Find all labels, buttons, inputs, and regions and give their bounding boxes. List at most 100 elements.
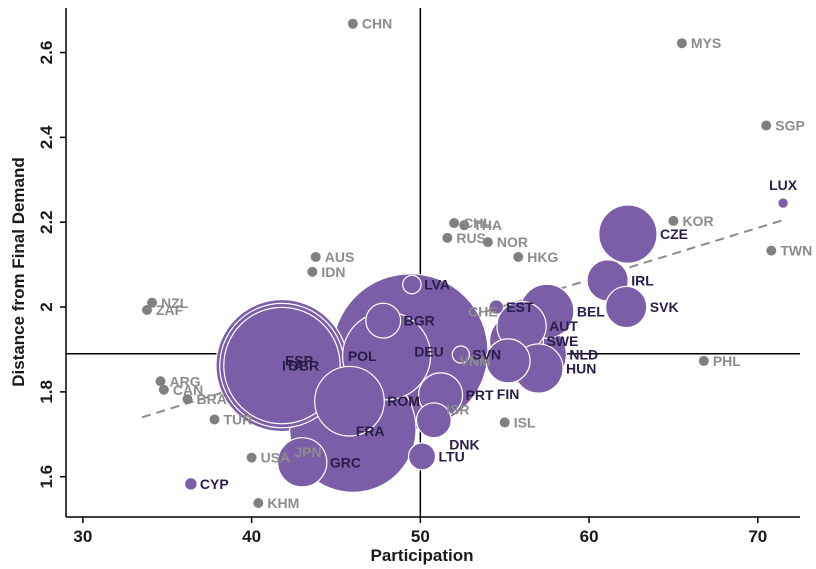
point-label-gbr: GBR bbox=[288, 358, 319, 374]
point-label-est: EST bbox=[506, 299, 534, 315]
point-label-phl: PHL bbox=[713, 353, 741, 369]
y-tick-label: 2.2 bbox=[37, 210, 56, 234]
point-nor bbox=[482, 237, 493, 248]
point-label-kor: KOR bbox=[682, 213, 713, 229]
point-label-vnm: VNM bbox=[460, 353, 491, 369]
point-label-twn: TWN bbox=[780, 243, 812, 259]
point-label-svn: SVN bbox=[472, 347, 501, 363]
point-label-jpn: JPN bbox=[294, 444, 321, 460]
point-twn bbox=[766, 245, 777, 256]
point-label-bgr: BGR bbox=[404, 313, 435, 329]
bubble-bgr bbox=[365, 302, 402, 339]
point-label-aut: AUT bbox=[549, 318, 578, 334]
bubble-svk bbox=[605, 285, 648, 329]
point-label-can: CAN bbox=[173, 382, 203, 398]
point-label-svk: SVK bbox=[650, 299, 679, 315]
x-tick-label: 30 bbox=[73, 527, 92, 546]
point-isl bbox=[499, 417, 510, 428]
ticks-group: 30 40 50 60 70 1.6 1.8 2 2.2 2.4 2.6 bbox=[37, 41, 767, 546]
plot-frame bbox=[65, 8, 800, 518]
point-chn bbox=[347, 18, 358, 29]
point-label-rom: ROM bbox=[387, 393, 420, 409]
point-label-sgp: SGP bbox=[775, 117, 805, 133]
bubble-cze bbox=[598, 204, 658, 264]
point-label-hun: HUN bbox=[566, 361, 596, 377]
y-axis-title: Distance from Final Demand bbox=[9, 157, 28, 387]
point-label-isl: ISL bbox=[514, 414, 536, 430]
bubble-esp bbox=[223, 306, 341, 425]
point-label-irl: IRL bbox=[631, 272, 654, 288]
point-label-bel: BEL bbox=[577, 303, 605, 319]
point-nzl bbox=[147, 297, 158, 308]
point-sgp bbox=[761, 120, 772, 131]
bubble-svn bbox=[451, 345, 470, 364]
point-can bbox=[158, 384, 169, 395]
point-label-chl: CHL bbox=[463, 215, 492, 231]
point-kor bbox=[668, 215, 679, 226]
point-phl bbox=[698, 355, 709, 366]
point-label-deu: DEU bbox=[414, 344, 444, 360]
point-label-idn: IDN bbox=[321, 264, 345, 280]
point-label-swe: SWE bbox=[546, 333, 578, 349]
point-label-ita: ITA bbox=[282, 358, 304, 374]
x-tick-label: 70 bbox=[748, 527, 767, 546]
point-chl bbox=[449, 218, 460, 229]
point-label-nor: NOR bbox=[497, 234, 528, 250]
point-label-esp: ESP bbox=[285, 353, 313, 369]
point-usa bbox=[246, 452, 257, 463]
bubble-fin bbox=[485, 338, 531, 384]
point-label-isr: ISR bbox=[446, 402, 469, 418]
point-label-dnk: DNK bbox=[449, 437, 479, 453]
x-tick-label: 60 bbox=[580, 527, 599, 546]
point-label-usa: USA bbox=[261, 450, 291, 466]
point-label-lva: LVA bbox=[424, 277, 450, 293]
point-label-zaf: ZAF bbox=[156, 302, 184, 318]
point-label-hkg: HKG bbox=[527, 249, 558, 265]
x-axis-title: Participation bbox=[371, 546, 474, 565]
y-tick-label: 2 bbox=[37, 302, 56, 311]
point-label-arg: ARG bbox=[169, 373, 200, 389]
point-label-tha: THA bbox=[473, 217, 502, 233]
point-label-grc: GRC bbox=[330, 454, 361, 470]
point-label-rus: RUS bbox=[456, 230, 486, 246]
point-label-khm: KHM bbox=[267, 495, 299, 511]
bubble-est bbox=[489, 299, 504, 315]
point-label-mys: MYS bbox=[691, 35, 721, 51]
point-label-bra: BRA bbox=[196, 391, 226, 407]
point-rus bbox=[442, 232, 453, 243]
point-label-lux: LUX bbox=[769, 177, 798, 193]
x-tick-label: 50 bbox=[411, 527, 430, 546]
point-label-nzl: NZL bbox=[161, 295, 189, 311]
point-label-nld: NLD bbox=[569, 347, 598, 363]
point-tur bbox=[209, 414, 220, 425]
y-tick-label: 1.8 bbox=[37, 380, 56, 404]
point-label-cyp: CYP bbox=[200, 476, 229, 492]
point-khm bbox=[253, 498, 264, 509]
point-mys bbox=[676, 38, 687, 49]
bubble-dnk bbox=[415, 402, 452, 439]
y-tick-label: 2.4 bbox=[37, 125, 56, 149]
bubble-ltu bbox=[407, 442, 437, 471]
point-aus bbox=[310, 251, 321, 262]
point-label-chn: CHN bbox=[362, 16, 392, 32]
markers-group bbox=[141, 18, 789, 509]
point-idn bbox=[307, 266, 318, 277]
point-label-fra: FRA bbox=[356, 423, 385, 439]
bubble-cyp bbox=[184, 477, 198, 491]
bubble-lux bbox=[777, 197, 789, 209]
point-label-fin: FIN bbox=[497, 386, 520, 402]
point-label-ltu: LTU bbox=[439, 448, 465, 464]
bubble-rom bbox=[314, 365, 385, 437]
point-zaf bbox=[141, 305, 152, 316]
point-tha bbox=[459, 220, 470, 231]
bubble-lva bbox=[402, 274, 422, 295]
point-label-prt: PRT bbox=[466, 387, 494, 403]
x-tick-label: 40 bbox=[242, 527, 261, 546]
point-label-aus: AUS bbox=[325, 249, 355, 265]
point-arg bbox=[155, 376, 166, 387]
point-label-che: CHE bbox=[468, 303, 498, 319]
point-label-cze: CZE bbox=[660, 226, 688, 242]
bubble-grc bbox=[277, 437, 328, 488]
